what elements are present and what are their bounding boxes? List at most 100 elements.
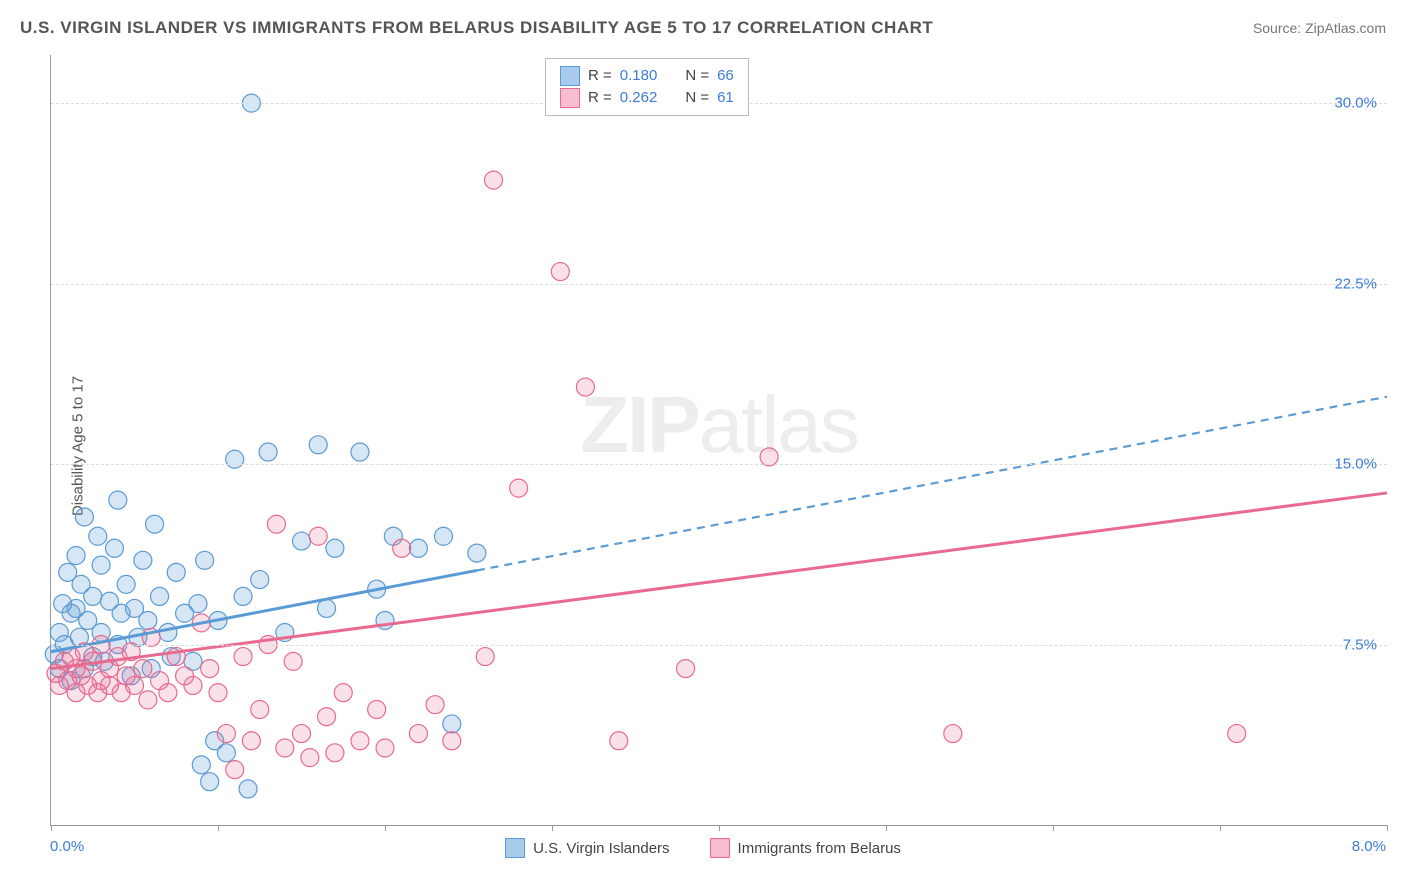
legend-row: R = 0.262 N = 61 [560, 87, 734, 109]
data-point [326, 744, 344, 762]
y-tick-label: 22.5% [1334, 275, 1377, 292]
correlation-legend: R =0.180N =66R =0.262N =61 [545, 58, 749, 116]
data-point [293, 725, 311, 743]
data-point [146, 515, 164, 533]
data-point [189, 595, 207, 613]
data-point [351, 732, 369, 750]
data-point [226, 450, 244, 468]
x-tick [385, 825, 386, 831]
data-point [201, 660, 219, 678]
trend-line-dashed [477, 397, 1387, 571]
data-point [159, 624, 177, 642]
legend-n-label: N = [685, 87, 709, 109]
data-point [139, 611, 157, 629]
data-point [443, 732, 461, 750]
data-point [409, 725, 427, 743]
data-point [109, 491, 127, 509]
series-name: Immigrants from Belarus [738, 840, 901, 857]
legend-r-label: R = [588, 65, 612, 87]
data-point [151, 587, 169, 605]
data-point [551, 263, 569, 281]
data-point [209, 684, 227, 702]
legend-n-value: 61 [717, 87, 734, 109]
data-point [184, 676, 202, 694]
data-point [126, 676, 144, 694]
legend-r-label: R = [588, 87, 612, 109]
data-point [84, 587, 102, 605]
data-point [309, 436, 327, 454]
series-name: U.S. Virgin Islanders [533, 840, 669, 857]
data-point [485, 171, 503, 189]
data-point [234, 587, 252, 605]
x-tick [886, 825, 887, 831]
data-point [426, 696, 444, 714]
legend-swatch [710, 838, 730, 858]
plot-area: ZIPatlas 7.5%15.0%22.5%30.0% [50, 55, 1387, 826]
data-point [443, 715, 461, 733]
data-point [309, 527, 327, 545]
legend-swatch [505, 838, 525, 858]
data-point [318, 599, 336, 617]
data-point [117, 575, 135, 593]
gridline [51, 284, 1387, 285]
data-point [1228, 725, 1246, 743]
data-point [376, 739, 394, 757]
data-point [159, 684, 177, 702]
x-tick [1220, 825, 1221, 831]
data-point [610, 732, 628, 750]
data-point [134, 551, 152, 569]
y-tick-label: 30.0% [1334, 95, 1377, 112]
data-point [510, 479, 528, 497]
data-point [196, 551, 214, 569]
chart-svg [51, 55, 1387, 825]
data-point [167, 563, 185, 581]
legend-row: R =0.180N =66 [560, 65, 734, 87]
data-point [251, 701, 269, 719]
data-point [242, 732, 260, 750]
data-point [192, 756, 210, 774]
data-point [301, 749, 319, 767]
data-point [351, 443, 369, 461]
chart-title: U.S. VIRGIN ISLANDER VS IMMIGRANTS FROM … [20, 18, 933, 38]
x-tick [719, 825, 720, 831]
data-point [217, 744, 235, 762]
data-point [139, 691, 157, 709]
data-point [326, 539, 344, 557]
legend-r-value: 0.262 [620, 87, 658, 109]
data-point [105, 539, 123, 557]
x-tick [218, 825, 219, 831]
x-tick [1387, 825, 1388, 831]
series-legend-item: Immigrants from Belarus [710, 838, 901, 858]
data-point [251, 571, 269, 589]
data-point [284, 652, 302, 670]
data-point [293, 532, 311, 550]
data-point [226, 761, 244, 779]
data-point [259, 443, 277, 461]
series-legend: U.S. Virgin Islanders Immigrants from Bel… [0, 838, 1406, 858]
data-point [944, 725, 962, 743]
data-point [234, 648, 252, 666]
legend-r-value: 0.180 [620, 65, 658, 87]
data-point [89, 527, 107, 545]
data-point [276, 739, 294, 757]
data-point [368, 701, 386, 719]
data-point [576, 378, 594, 396]
x-tick [51, 825, 52, 831]
chart-header: U.S. VIRGIN ISLANDER VS IMMIGRANTS FROM … [20, 18, 1386, 38]
data-point [267, 515, 285, 533]
data-point [239, 780, 257, 798]
data-point [393, 539, 411, 557]
y-tick-label: 7.5% [1343, 636, 1377, 653]
x-tick [1053, 825, 1054, 831]
x-tick [552, 825, 553, 831]
data-point [217, 725, 235, 743]
data-point [201, 773, 219, 791]
data-point [75, 508, 93, 526]
gridline [51, 464, 1387, 465]
legend-swatch [560, 88, 580, 108]
data-point [434, 527, 452, 545]
data-point [677, 660, 695, 678]
legend-swatch [560, 66, 580, 86]
chart-source: Source: ZipAtlas.com [1253, 20, 1386, 36]
legend-n-label: N = [685, 65, 709, 87]
